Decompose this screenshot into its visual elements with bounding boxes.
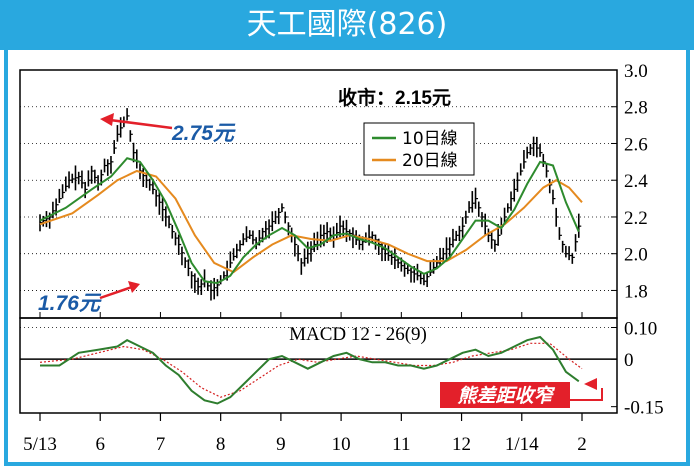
legend: 10日線 20日線: [363, 122, 475, 176]
x-tick-label: 5/13: [23, 434, 57, 455]
price-y-tick-label: 2.4: [624, 171, 648, 192]
low-price-label: 1.76元: [38, 292, 102, 315]
price-y-ticks: 3.0 2.8 2.6 2.4 2.2 2.0 1.8: [611, 61, 648, 302]
price-y-tick-label: 3.0: [624, 61, 648, 82]
panel-border: [4, 50, 690, 466]
x-tick-label: 10: [332, 434, 351, 455]
macd-y-tick-label: -0.15: [624, 398, 664, 419]
close-price-label: 收市：2.15元: [338, 86, 451, 109]
x-tick-label: 7: [156, 434, 166, 455]
price-bars: [39, 108, 582, 301]
x-tick-label: 12: [452, 434, 471, 455]
legend-box: [363, 122, 475, 176]
title-bar: [0, 0, 694, 50]
macd-annotation-arrow: [584, 378, 597, 390]
low-arrow-head: [128, 281, 140, 293]
legend-label-ma20: 20日線: [402, 151, 458, 171]
price-plot-frame: [19, 69, 618, 319]
x-tick-label: 11: [392, 434, 410, 455]
macd-annotation-label: 熊差距收窄: [457, 385, 555, 407]
ma10-line: [39, 157, 580, 285]
low-arrow-line: [99, 285, 133, 300]
price-y-tick-label: 1.8: [624, 281, 648, 302]
macd-y-ticks: 0.10 0 -0.15: [20, 319, 664, 419]
price-y-tick-label: 2.6: [624, 134, 648, 155]
macd-plot-frame: [19, 317, 618, 414]
x-tick-label: 2: [577, 434, 587, 455]
price-gridlines: [20, 69, 617, 291]
price-y-tick-label: 2.0: [624, 245, 648, 266]
macd-annotation-box: [440, 382, 570, 408]
high-annotation: 2.75元: [100, 113, 236, 145]
chart-title: 天工國際(826): [246, 7, 448, 42]
high-arrow-line: [109, 118, 173, 130]
high-price-label: 2.75元: [171, 122, 236, 145]
macd-y-tick-label: 0.10: [624, 319, 657, 340]
macd-title: MACD 12 - 26(9): [289, 324, 427, 345]
macd-signal-line: [39, 342, 583, 398]
macd-annotation-connector: [570, 388, 603, 401]
x-tick-label: 8: [216, 434, 226, 455]
legend-label-ma10: 10日線: [402, 129, 458, 149]
high-arrow-head: [100, 113, 114, 126]
macd-y-tick-label: 0: [624, 350, 634, 371]
macd-annotation: 熊差距收窄: [440, 378, 603, 408]
price-y-tick-label: 2.8: [624, 98, 648, 119]
price-y-tick-label: 2.2: [624, 208, 648, 229]
low-annotation: 1.76元: [38, 281, 140, 315]
x-tick-label: 6: [95, 434, 105, 455]
x-tick-label: 9: [276, 434, 286, 455]
macd-line: [40, 335, 580, 405]
x-ticks: 5/13 6 7 8 9 10 11 12 1/14 2: [23, 312, 587, 455]
x-tick-label: 1/14: [505, 434, 539, 455]
